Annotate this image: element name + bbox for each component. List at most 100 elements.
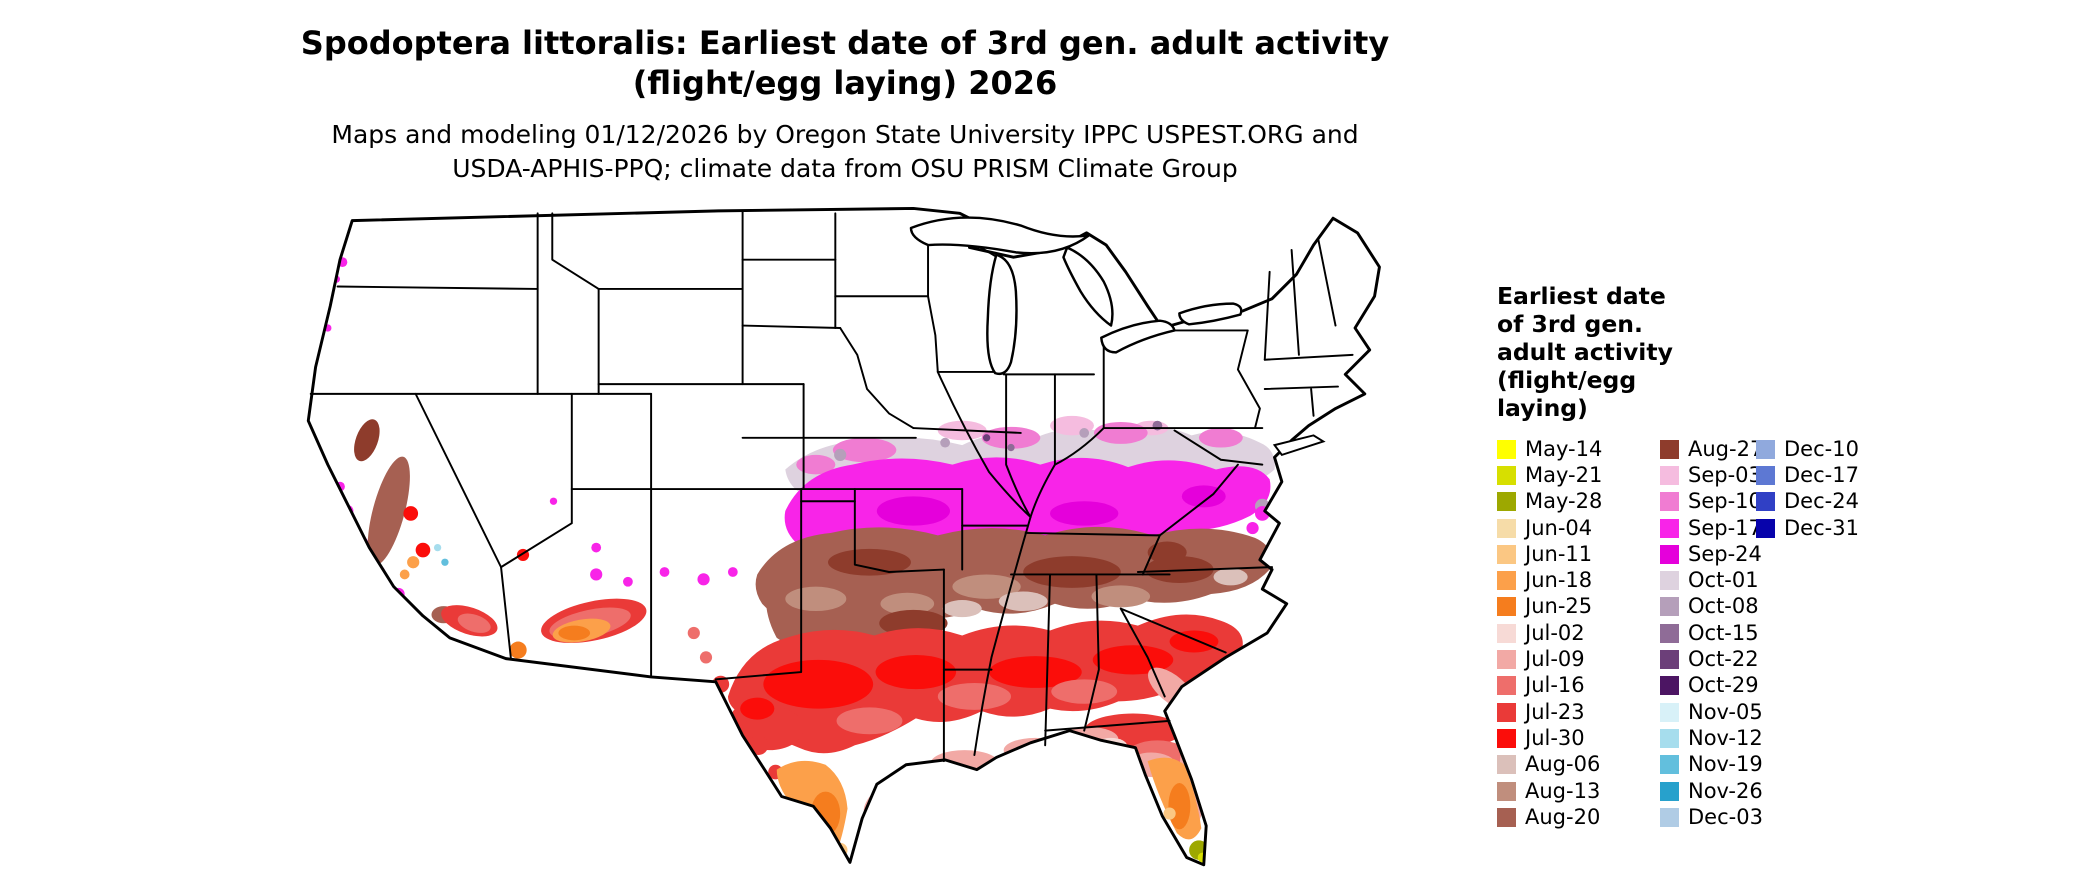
map-title-line1: Spodoptera littoralis: Earliest date of … — [300, 24, 1390, 62]
region-aug20-ca — [367, 456, 410, 566]
legend-entry: Nov-12 — [1660, 725, 1763, 751]
region-oct15-dot — [1152, 420, 1163, 431]
lake-ontario — [1178, 302, 1243, 326]
legend-column-3: Dec-10 Dec-17 Dec-24 Dec-31 — [1756, 436, 1859, 541]
legend-entry: Jul-16 — [1497, 673, 1602, 699]
region-jul16-blob — [1051, 679, 1118, 704]
lake-superior — [909, 216, 1091, 255]
region-jul16-nm — [699, 651, 713, 664]
lake-huron — [1062, 246, 1114, 327]
legend-label: Jul-30 — [1525, 725, 1585, 750]
region-jul02-blob — [934, 765, 971, 784]
region-jun11-fl — [1163, 807, 1176, 820]
legend-entry: May-28 — [1497, 489, 1602, 515]
region-sep24-accent — [1181, 485, 1226, 508]
legend-swatch — [1660, 755, 1679, 775]
region-jun04-stx — [831, 855, 842, 865]
legend-entry: Jul-30 — [1497, 725, 1602, 751]
region-jun25-stx — [810, 791, 841, 836]
region-aug13-accent — [880, 592, 935, 615]
legend-swatch — [1497, 807, 1516, 827]
legend-entry: Sep-03 — [1660, 462, 1763, 488]
region-sep17-speck — [591, 542, 602, 553]
legend-swatch — [1497, 465, 1516, 485]
legend-swatch — [1497, 702, 1516, 722]
region-sep10-blob — [796, 454, 836, 475]
region-sep10-blob — [832, 437, 897, 463]
legend-label: Jun-25 — [1525, 594, 1593, 619]
legend-swatch — [1660, 544, 1679, 564]
legend-label: Aug-06 — [1525, 752, 1601, 777]
legend-label: Jun-18 — [1525, 568, 1593, 593]
region-jul02-blob — [898, 796, 929, 812]
legend-swatch — [1497, 518, 1516, 538]
legend-swatch — [1756, 439, 1775, 459]
legend-label: Sep-03 — [1688, 462, 1762, 487]
legend-entry: Jun-18 — [1497, 567, 1602, 593]
region-aug06-blob — [942, 600, 982, 618]
region-jun25-fl — [1168, 783, 1191, 830]
region-jun25-az — [558, 625, 591, 641]
legend-swatch — [1660, 650, 1679, 670]
legend-entry: Oct-29 — [1660, 673, 1763, 699]
region-aug06-blob — [1213, 568, 1248, 586]
region-sep17-speck — [659, 567, 670, 577]
legend-swatch — [1660, 702, 1679, 722]
region-sep17-speck — [1246, 521, 1259, 535]
legend-title-line: adult activity — [1497, 338, 1673, 366]
legend-entry: Dec-31 — [1756, 515, 1859, 541]
region-jun25-yuma — [509, 641, 527, 659]
legend-label: Oct-22 — [1688, 647, 1759, 672]
legend-label: May-14 — [1525, 436, 1603, 461]
region-sep17-speck — [727, 567, 738, 577]
region-sep17-panhandle — [799, 493, 857, 533]
region-jul30-core — [763, 659, 874, 709]
legend-entry: Aug-06 — [1497, 752, 1602, 778]
region-nov12-dot — [433, 543, 442, 552]
legend-entry: Nov-26 — [1660, 778, 1763, 804]
region-sep24-accent — [876, 496, 950, 526]
legend-swatch — [1497, 650, 1516, 670]
legend-label: Aug-20 — [1525, 804, 1601, 829]
legend-entry: Aug-20 — [1497, 804, 1602, 830]
legend-label: Nov-05 — [1688, 699, 1763, 724]
map-subtitle-line2: USDA-APHIS-PPQ; climate data from OSU PR… — [452, 154, 1238, 183]
legend-entry: Sep-24 — [1660, 541, 1763, 567]
region-aug06-blob — [998, 591, 1048, 612]
region-oct15-dot — [1007, 443, 1015, 452]
region-aug27-ca — [354, 419, 380, 462]
legend-swatch — [1660, 465, 1679, 485]
legend-column-1: May-14 May-21 May-28 Jun-04 Jun-11 Jun-18 Jun-… — [1497, 436, 1602, 830]
legend-label: Dec-03 — [1688, 804, 1763, 829]
legend-label: Nov-19 — [1688, 752, 1763, 777]
legend-entry: Nov-05 — [1660, 699, 1763, 725]
legend-swatch — [1497, 623, 1516, 643]
long-island — [1272, 434, 1326, 457]
legend-swatch — [1756, 465, 1775, 485]
legend-entry: Jul-09 — [1497, 646, 1602, 672]
us-map-svg — [306, 206, 1381, 867]
legend-label: Dec-10 — [1784, 436, 1859, 461]
region-jul30-core — [989, 656, 1082, 688]
legend-entry: Jun-04 — [1497, 515, 1602, 541]
legend-swatch — [1497, 781, 1516, 801]
region-jul16-sca — [457, 613, 491, 633]
legend-label: Jul-16 — [1525, 673, 1585, 698]
legend-swatch — [1660, 781, 1679, 801]
legend-column-2: Aug-27 Sep-03 Sep-10 Sep-17 Sep-24 Oct-01 Oct-… — [1660, 436, 1763, 830]
region-sep10-blob — [1198, 428, 1243, 448]
legend-label: Jul-23 — [1525, 699, 1585, 724]
legend-label: Aug-13 — [1525, 778, 1601, 803]
legend-swatch — [1497, 544, 1516, 564]
region-sep17-speck — [549, 497, 558, 505]
legend-entry: May-14 — [1497, 436, 1602, 462]
legend-label: Nov-12 — [1688, 725, 1763, 750]
legend-swatch — [1660, 728, 1679, 748]
region-oct08-dot — [940, 437, 950, 448]
legend-swatch — [1497, 492, 1516, 512]
legend-label: Jul-09 — [1525, 647, 1585, 672]
legend-label: Jul-02 — [1525, 620, 1585, 645]
legend-label: May-28 — [1525, 489, 1603, 514]
lake-michigan — [986, 253, 1018, 376]
legend-label: Aug-27 — [1688, 436, 1764, 461]
